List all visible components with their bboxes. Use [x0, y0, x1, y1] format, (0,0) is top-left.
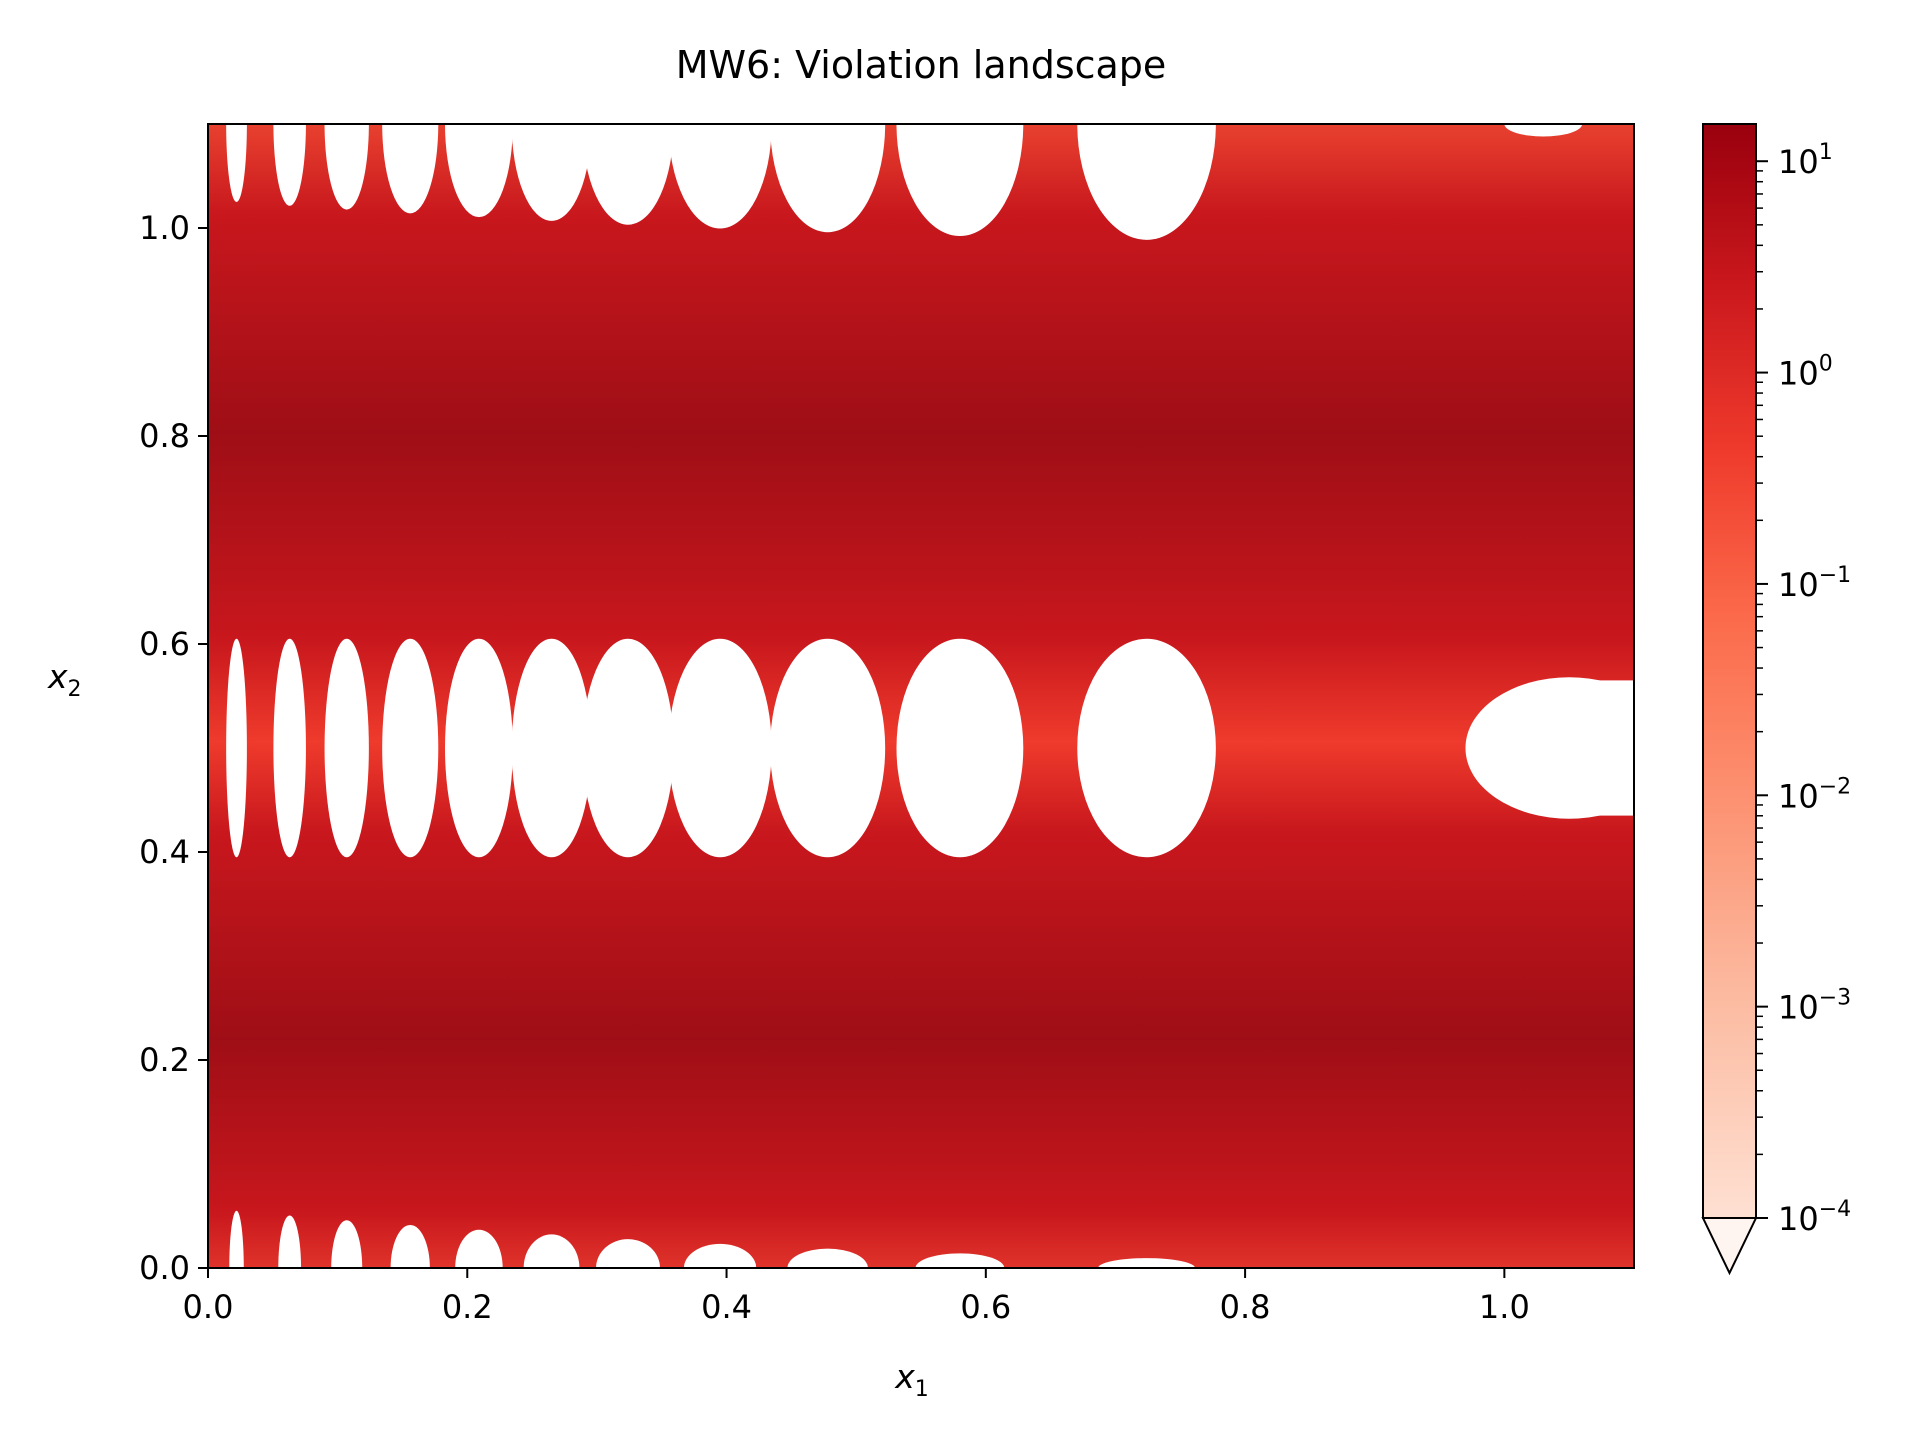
feasible-region: [331, 1220, 363, 1268]
feasible-region: [444, 638, 513, 858]
feasible-region: [582, 638, 674, 858]
chart-title: MW6: Violation landscape: [676, 43, 1167, 87]
y-axis-ticks: 0.0 0.2 0.4 0.6 0.8 1.0: [139, 209, 208, 1287]
feasible-region: [787, 1248, 868, 1268]
feasible-region: [273, 638, 306, 858]
feasible-region: [896, 124, 1024, 237]
colorbar-extend-min: [1701, 1217, 1758, 1276]
y-tick-label: 0.4: [139, 833, 190, 871]
feasible-region: [273, 124, 306, 206]
x-tick-label: 0.2: [442, 1288, 493, 1326]
feasible-region: [511, 124, 592, 221]
feasible-region: [382, 124, 439, 214]
colorbar-ticks: 101 100 10−1 10−2 10−3 10−4: [1756, 140, 1851, 1238]
x-axis-label: x1: [894, 1357, 929, 1402]
x-tick-label: 0.6: [960, 1288, 1011, 1326]
colorbar-tick-label: 10−3: [1778, 986, 1851, 1027]
x-tick-label: 0.0: [183, 1288, 234, 1326]
y-tick-label: 0.8: [139, 417, 190, 455]
feasible-region: [523, 1234, 580, 1268]
y-tick-label: 0.2: [139, 1041, 190, 1079]
feasible-region: [1077, 124, 1216, 240]
feasible-region: [455, 1229, 503, 1268]
x-tick-label: 0.8: [1220, 1288, 1271, 1326]
heatmap-area: [208, 124, 1634, 1268]
plot-frame: [207, 123, 1635, 1269]
y-axis-label: x2: [47, 657, 82, 702]
feasible-region: [668, 638, 772, 858]
feasible-region: [668, 124, 772, 229]
feasible-region: [915, 1253, 1005, 1268]
feasible-region: [324, 638, 369, 858]
feasible-region: [229, 1210, 244, 1268]
colorbar-tick-label: 10−1: [1778, 563, 1851, 604]
feasible-region: [1504, 124, 1583, 137]
feasible-region: [596, 1239, 661, 1268]
feasible-region: [1569, 680, 1634, 816]
colorbar-tick-label: 10−4: [1778, 1197, 1851, 1238]
colorbar-tick-label: 10−2: [1778, 774, 1851, 815]
feasible-region: [683, 1243, 757, 1268]
x-tick-label: 1.0: [1479, 1288, 1530, 1326]
feasible-region: [390, 1224, 430, 1268]
feasible-region: [324, 124, 369, 210]
feasible-region: [226, 124, 247, 202]
colorbar-frame: [1702, 123, 1757, 1219]
x-axis-ticks: 0.0 0.2 0.4 0.6 0.8 1.0: [183, 1268, 1530, 1326]
feasible-regions: [226, 124, 1634, 1268]
feasible-region: [226, 638, 247, 858]
y-tick-label: 1.0: [139, 209, 190, 247]
feasible-region: [770, 638, 886, 858]
feasible-region: [582, 124, 674, 225]
feasible-region: [382, 638, 439, 858]
feasible-region: [770, 124, 886, 233]
y-tick-label: 0.0: [139, 1249, 190, 1287]
y-tick-label: 0.6: [139, 625, 190, 663]
feasible-region: [445, 124, 513, 218]
colorbar: 101 100 10−1 10−2 10−3 10−4: [1701, 123, 1851, 1276]
feasible-region: [1098, 1258, 1196, 1268]
colorbar-tick-label: 101: [1778, 140, 1833, 181]
colorbar-gradient: [1703, 124, 1756, 1218]
feasible-region: [511, 638, 592, 858]
feasible-region: [1077, 638, 1216, 858]
feasible-region: [278, 1215, 302, 1268]
feasible-region: [896, 638, 1024, 858]
colorbar-tick-label: 100: [1778, 352, 1833, 393]
x-tick-label: 0.4: [701, 1288, 752, 1326]
